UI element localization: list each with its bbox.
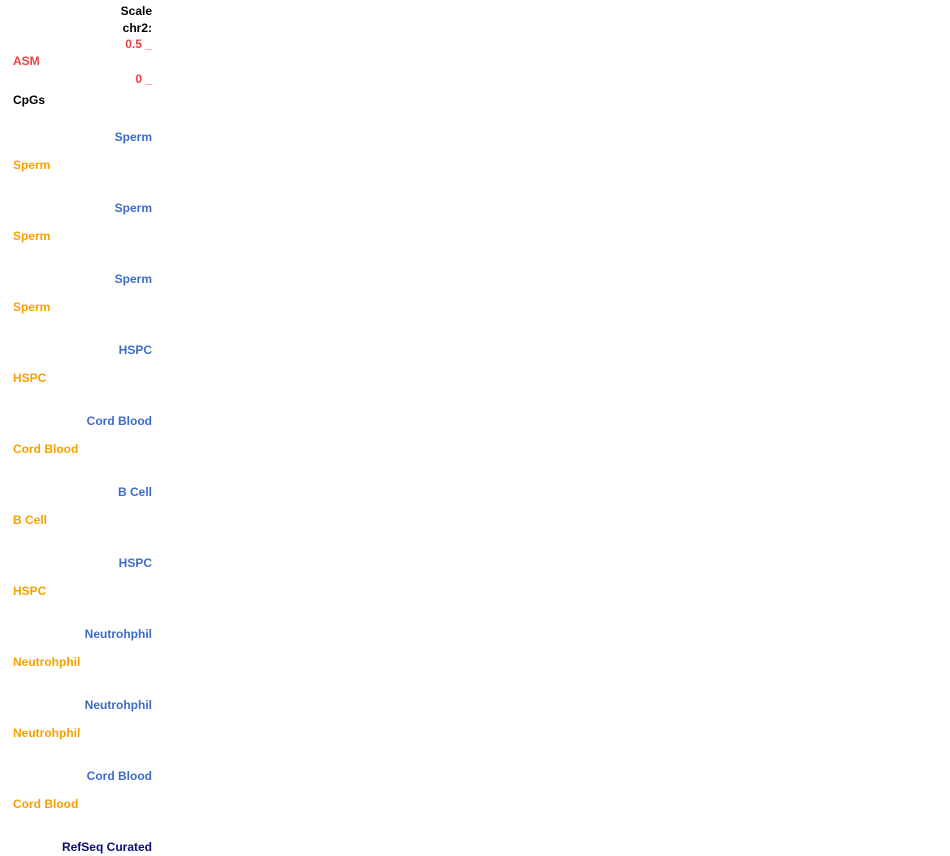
track-label-neutrophil-2-orange[interactable]: Neutrohphil [13, 726, 81, 740]
track-label-sperm-3-orange[interactable]: Sperm [13, 300, 51, 314]
track-label-neutrophil-2-blue[interactable]: Neutrohphil [84, 698, 152, 712]
track-label-hspc-2-blue[interactable]: HSPC [118, 556, 152, 570]
asm-axis-min: 0 _ [135, 72, 152, 86]
refseq-track-label[interactable]: RefSeq Curated [61, 840, 152, 854]
scale-label: Scale [120, 4, 152, 18]
track-label-hspc-1-orange[interactable]: HSPC [13, 371, 47, 385]
track-label-neutrophil-1-blue[interactable]: Neutrohphil [84, 627, 152, 641]
track-label-sperm-1-orange[interactable]: Sperm [13, 158, 51, 172]
track-label-hspc-1-blue[interactable]: HSPC [118, 343, 152, 357]
track-label-cord-blood-1-blue[interactable]: Cord Blood [86, 414, 152, 428]
chromosome-label: chr2: [122, 21, 152, 35]
track-label-sperm-3-blue[interactable]: Sperm [114, 272, 152, 286]
track-label-hspc-2-orange[interactable]: HSPC [13, 584, 47, 598]
track-label-cord-blood-2-blue[interactable]: Cord Blood [86, 769, 152, 783]
track-label-cord-blood-1-orange[interactable]: Cord Blood [13, 442, 79, 456]
asm-track-label[interactable]: ASM [13, 54, 40, 68]
track-label-sperm-2-blue[interactable]: Sperm [114, 201, 152, 215]
track-label-b-cell-blue[interactable]: B Cell [117, 485, 152, 499]
track-label-b-cell-orange[interactable]: B Cell [13, 513, 48, 527]
asm-axis-max: 0.5 _ [125, 37, 152, 51]
track-label-sperm-1-blue[interactable]: Sperm [114, 130, 152, 144]
cpgs-track-label[interactable]: CpGs [13, 93, 46, 107]
track-label-sperm-2-orange[interactable]: Sperm [13, 229, 51, 243]
track-label-neutrophil-1-orange[interactable]: Neutrohphil [13, 655, 81, 669]
track-label-cord-blood-2-orange[interactable]: Cord Blood [13, 797, 79, 811]
